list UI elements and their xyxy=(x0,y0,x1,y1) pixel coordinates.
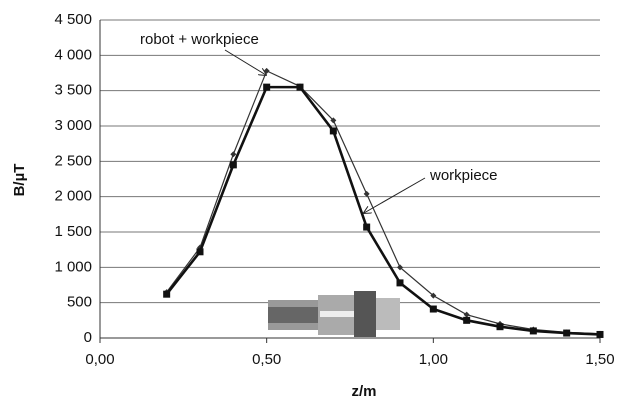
y-tick-label: 3 500 xyxy=(54,82,92,99)
annotation-arrow xyxy=(225,50,266,75)
y-tick-label: 4 000 xyxy=(54,46,92,63)
point-marker xyxy=(397,279,404,286)
point-marker xyxy=(163,291,170,298)
y-tick-label: 500 xyxy=(67,294,92,311)
chart: z/m B/µT robot + workpiece workpiece 0 50… xyxy=(0,0,622,404)
x-tick-label: 1,00 xyxy=(419,351,448,368)
device-illustration xyxy=(268,291,400,337)
x-axis-label: z/m xyxy=(351,383,376,400)
point-marker xyxy=(263,84,270,91)
y-tick-label: 2 000 xyxy=(54,188,92,205)
point-marker xyxy=(597,331,604,338)
point-marker xyxy=(430,306,437,313)
point-marker xyxy=(364,191,370,197)
x-tick-label: 1,50 xyxy=(585,351,614,368)
point-marker xyxy=(363,224,370,231)
point-marker xyxy=(530,327,537,334)
y-tick-label: 0 xyxy=(84,329,92,346)
annotation: robot + workpiece xyxy=(140,31,259,48)
x-tick-label: 0,50 xyxy=(252,351,281,368)
point-marker xyxy=(563,330,570,337)
y-tick-label: 2 500 xyxy=(54,152,92,169)
point-marker xyxy=(330,127,337,134)
y-tick-label: 1 500 xyxy=(54,223,92,240)
y-tick-label: 4 500 xyxy=(54,11,92,28)
x-tick-label: 0,00 xyxy=(85,351,114,368)
point-marker xyxy=(463,317,470,324)
series-line xyxy=(167,87,600,334)
point-marker xyxy=(464,312,470,318)
point-marker xyxy=(497,323,504,330)
y-tick-label: 1 000 xyxy=(54,258,92,275)
point-marker xyxy=(230,161,237,168)
point-marker xyxy=(230,151,236,157)
y-tick-label: 3 000 xyxy=(54,117,92,134)
point-marker xyxy=(264,68,270,74)
point-marker xyxy=(297,84,304,91)
point-marker xyxy=(197,248,204,255)
y-axis-label: B/µT xyxy=(11,164,28,197)
annotation: workpiece xyxy=(429,167,498,184)
